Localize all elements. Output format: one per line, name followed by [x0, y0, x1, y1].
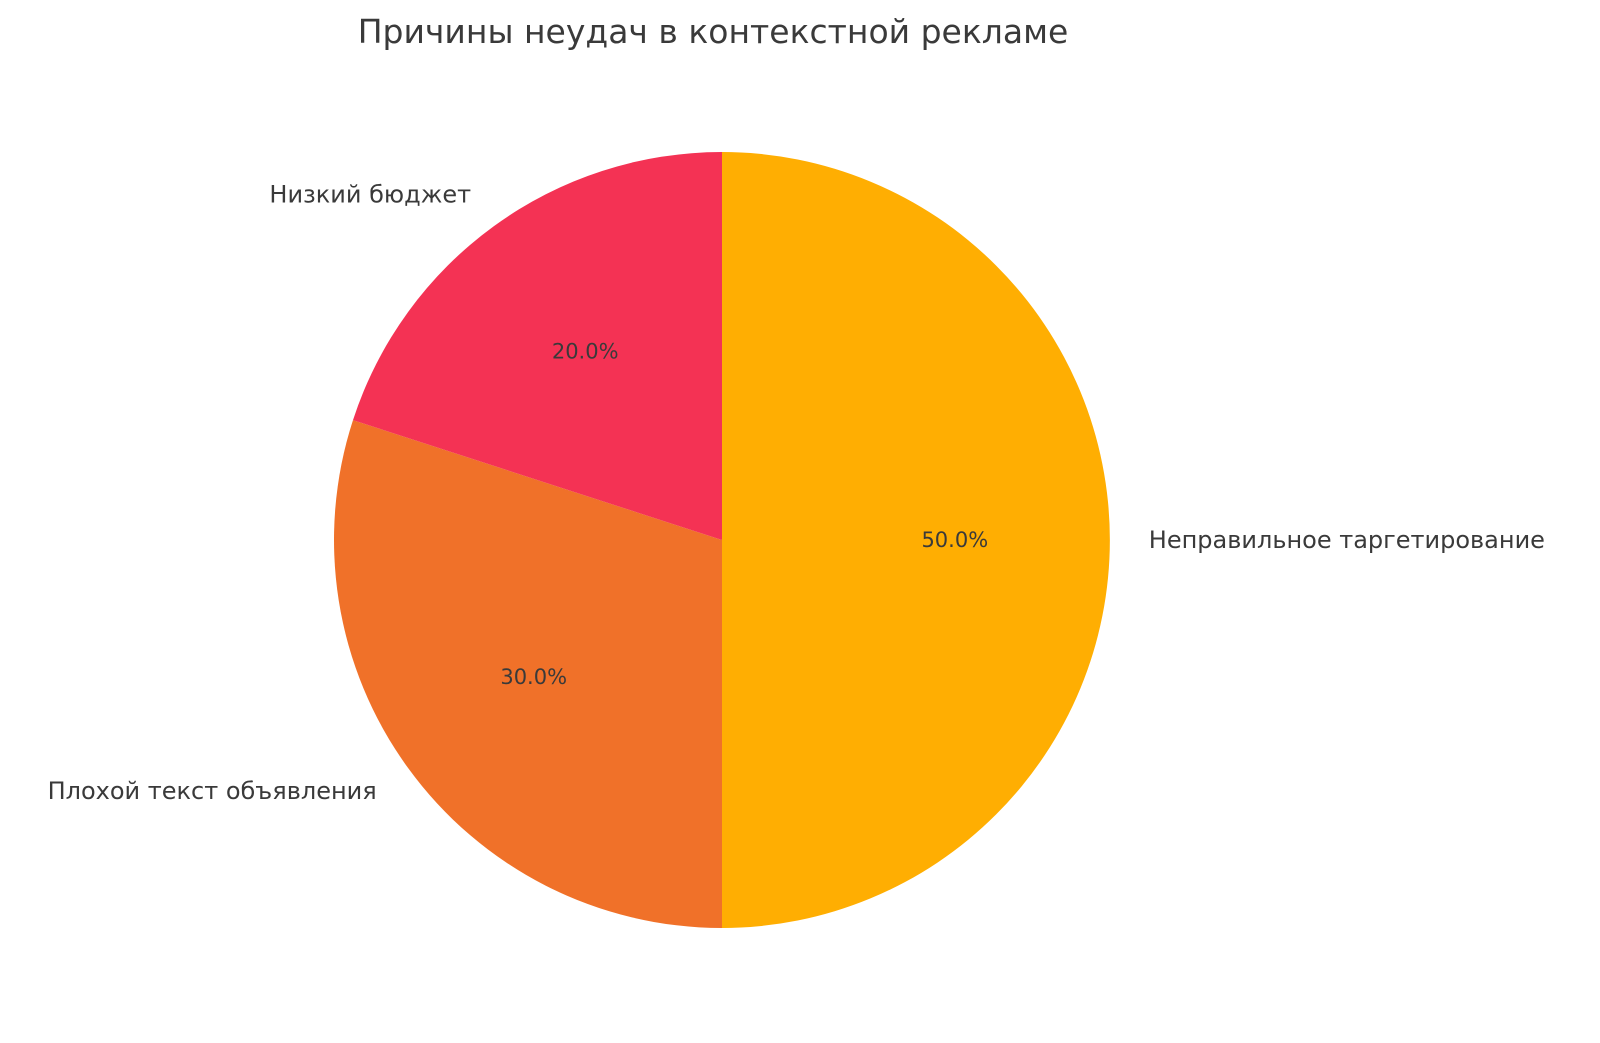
pie-percent-label-1: 30.0% — [500, 665, 567, 689]
pie-percent-label-2: 20.0% — [552, 340, 619, 364]
pie-category-label-1: Плохой текст объявления — [48, 777, 377, 805]
pie-slice-2 — [352, 152, 722, 540]
pie-slice-0 — [722, 152, 1110, 928]
pie-slice-1 — [333, 420, 722, 928]
pie-percent-label-0: 50.0% — [921, 528, 988, 552]
pie-category-label-2: Низкий бюджет — [269, 181, 471, 209]
pie-category-label-0: Неправильное таргетирование — [1149, 526, 1545, 554]
chart-title: Причины неудач в контекстной рекламе — [357, 12, 1069, 51]
